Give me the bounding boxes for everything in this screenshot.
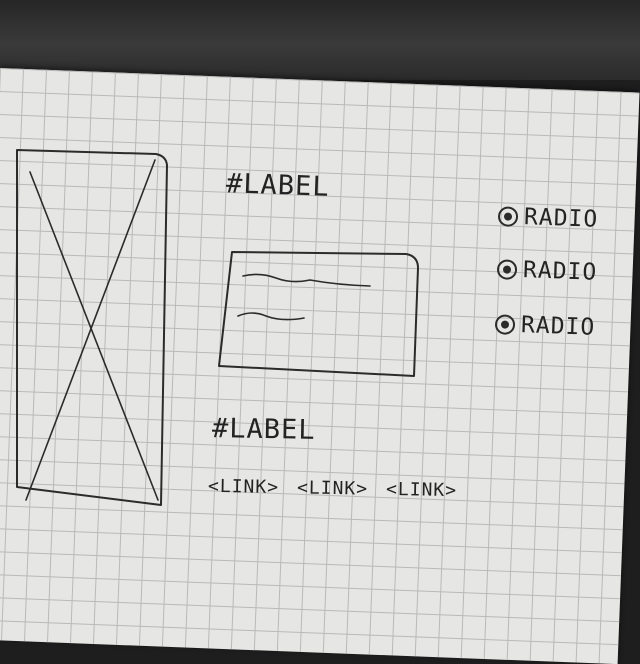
- radio-label: RADIO: [522, 257, 598, 286]
- link-1[interactable]: <LINK>: [207, 475, 280, 499]
- radio-icon: [494, 314, 516, 335]
- radio-option-1[interactable]: RADIO: [497, 203, 599, 233]
- label-heading-bottom: #LABEL: [211, 413, 316, 446]
- link-3[interactable]: <LINK>: [385, 478, 458, 502]
- wireframe-sketch: [16, 149, 419, 506]
- radio-icon: [496, 259, 518, 280]
- image-placeholder: [16, 149, 168, 506]
- radio-label: RADIO: [520, 312, 596, 341]
- label-heading-top: #LABEL: [225, 168, 331, 203]
- radio-label: RADIO: [523, 204, 599, 233]
- text-area-placeholder: [218, 251, 419, 377]
- radio-option-2[interactable]: RADIO: [496, 256, 598, 286]
- desk-background: [0, 0, 640, 80]
- radio-option-3[interactable]: RADIO: [494, 311, 596, 341]
- radio-icon: [497, 206, 519, 227]
- link-row: <LINK> <LINK> <LINK>: [208, 476, 457, 501]
- link-2[interactable]: <LINK>: [296, 477, 369, 500]
